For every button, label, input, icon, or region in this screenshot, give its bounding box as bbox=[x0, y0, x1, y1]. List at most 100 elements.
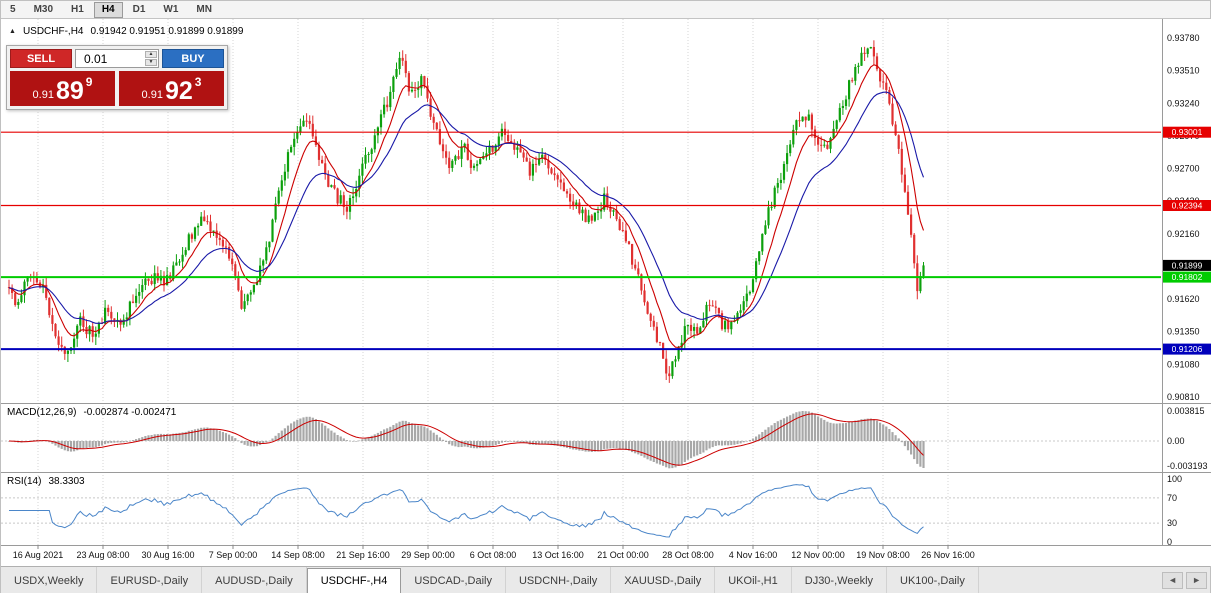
chart-area: 0.937800.935100.932400.929700.927000.924… bbox=[1, 19, 1211, 566]
time-axis-label: 14 Sep 08:00 bbox=[271, 550, 325, 560]
macd-indicator-label: MACD(12,26,9) -0.002874 -0.002471 bbox=[7, 407, 176, 418]
tabs-scroll-right-icon[interactable]: ► bbox=[1186, 572, 1207, 589]
symbol-tab-DJ30-Weekly[interactable]: DJ30-,Weekly bbox=[791, 567, 888, 593]
time-axis-label: 21 Sep 16:00 bbox=[336, 550, 390, 560]
macd-axis-label: 0.003815 bbox=[1167, 406, 1205, 416]
timeframe-button-H4[interactable]: H4 bbox=[93, 1, 123, 18]
macd-values: -0.002874 -0.002471 bbox=[83, 407, 177, 418]
macd-name: MACD(12,26,9) bbox=[7, 407, 77, 418]
rsi-axis-label: 100 bbox=[1167, 474, 1182, 484]
grid-layer bbox=[37, 19, 949, 545]
time-axis-label: 29 Sep 00:00 bbox=[401, 550, 455, 560]
timeframe-toolbar: 5 M30 H1 H4 D1 W1 MN bbox=[1, 1, 1210, 19]
buy-price-pip-digit: 3 bbox=[194, 75, 202, 89]
sell-price-big-digits: 89 bbox=[55, 77, 84, 105]
svg-text:0.93001: 0.93001 bbox=[1172, 127, 1203, 137]
sell-price-prefix: 0.91 bbox=[32, 89, 54, 101]
timeframe-button-MN[interactable]: MN bbox=[196, 3, 212, 15]
timeframe-button-5[interactable]: 5 bbox=[10, 3, 16, 15]
time-axis-label: 4 Nov 16:00 bbox=[729, 550, 778, 560]
collapse-chart-icon[interactable]: ▲ bbox=[9, 28, 16, 35]
macd-axis-label: -0.003193 bbox=[1167, 461, 1208, 471]
symbol-tab-UK100-Daily[interactable]: UK100-,Daily bbox=[887, 567, 979, 593]
buy-price-big-digits: 92 bbox=[164, 77, 193, 105]
tabs-scroll-arrows: ◄ ► bbox=[1162, 567, 1207, 593]
time-axis-label: 23 Aug 08:00 bbox=[76, 550, 129, 560]
symbol-tabs: USDX,Weekly EURUSD-,Daily AUDUSD-,Daily USD… bbox=[1, 567, 979, 593]
price-axis-label: 0.91620 bbox=[1167, 294, 1200, 304]
svg-text:0.92394: 0.92394 bbox=[1172, 201, 1203, 211]
hline-price-tag-0.91206 bbox=[1163, 343, 1211, 355]
buy-button[interactable]: BUY bbox=[162, 49, 224, 68]
volume-increase-icon[interactable]: ▲ bbox=[145, 51, 157, 58]
time-axis-label: 16 Aug 2021 bbox=[13, 550, 64, 560]
hline-price-tag-0.93001 bbox=[1163, 126, 1211, 138]
candles-layer bbox=[7, 40, 925, 383]
buy-price-button[interactable]: 0.91 92 3 bbox=[119, 71, 224, 106]
price-axis-label: 0.90810 bbox=[1167, 392, 1200, 402]
price-axis-label: 0.92700 bbox=[1167, 164, 1200, 174]
symbol-tab-USDCNH-Daily[interactable]: USDCNH-,Daily bbox=[505, 567, 612, 593]
rsi-axis-label: 70 bbox=[1167, 493, 1177, 503]
volume-value: 0.01 bbox=[84, 51, 108, 66]
time-axis-label: 12 Nov 00:00 bbox=[791, 550, 845, 560]
buy-price-prefix: 0.91 bbox=[141, 89, 163, 101]
symbol-tabs-bar: USDX,Weekly EURUSD-,Daily AUDUSD-,Daily USD… bbox=[1, 566, 1210, 593]
svg-text:0.91206: 0.91206 bbox=[1172, 344, 1203, 354]
price-axis-label: 0.93780 bbox=[1167, 33, 1200, 43]
symbol-tab-USDCAD-Daily[interactable]: USDCAD-,Daily bbox=[401, 567, 506, 593]
axes-layer: 0.937800.935100.932400.929700.927000.924… bbox=[1, 19, 1211, 560]
symbol-tab-XAUUSD-Daily[interactable]: XAUUSD-,Daily bbox=[611, 567, 716, 593]
rsi-axis-label: 30 bbox=[1167, 518, 1177, 528]
time-axis-label: 6 Oct 08:00 bbox=[470, 550, 517, 560]
symbol-tab-AUDUSD-Daily[interactable]: AUDUSD-,Daily bbox=[202, 567, 307, 593]
symbol-tab-USDX-Weekly[interactable]: USDX,Weekly bbox=[1, 567, 98, 593]
volume-spinner: ▲ ▼ bbox=[145, 51, 157, 66]
timeframe-button-M30[interactable]: M30 bbox=[33, 3, 54, 15]
svg-text:0.91899: 0.91899 bbox=[1172, 260, 1203, 270]
horizontal-lines-layer[interactable] bbox=[1, 131, 1161, 351]
time-axis-label: 28 Oct 08:00 bbox=[662, 550, 714, 560]
time-axis-label: 30 Aug 16:00 bbox=[141, 550, 194, 560]
sell-button[interactable]: SELL bbox=[10, 49, 72, 68]
macd-axis-label: 0.00 bbox=[1167, 436, 1185, 446]
price-chart-canvas[interactable]: 0.937800.935100.932400.929700.927000.924… bbox=[1, 19, 1211, 566]
time-axis-label: 13 Oct 16:00 bbox=[532, 550, 584, 560]
time-axis-label: 7 Sep 00:00 bbox=[209, 550, 258, 560]
timeframe-button-W1[interactable]: W1 bbox=[163, 3, 179, 15]
hline-price-tag-0.92394 bbox=[1163, 200, 1211, 211]
chart-ohlc-title: ▲ USDCHF-,H4 0.91942 0.91951 0.91899 0.9… bbox=[9, 26, 243, 37]
rsi-value: 38.3303 bbox=[48, 476, 85, 487]
time-axis-label: 21 Oct 00:00 bbox=[597, 550, 649, 560]
price-axis-label: 0.91350 bbox=[1167, 327, 1200, 337]
hline-price-tag-0.91802 bbox=[1163, 271, 1211, 283]
rsi-name: RSI(14) bbox=[7, 476, 42, 487]
price-axis-label: 0.93510 bbox=[1167, 66, 1200, 76]
chart-ohlc-values: 0.91942 0.91951 0.91899 0.91899 bbox=[90, 26, 244, 37]
price-axis-label: 0.92160 bbox=[1167, 229, 1200, 239]
timeframe-button-D1[interactable]: D1 bbox=[132, 3, 146, 15]
time-axis-label: 26 Nov 16:00 bbox=[921, 550, 975, 560]
svg-text:0.91802: 0.91802 bbox=[1172, 272, 1203, 282]
time-axis-label: 19 Nov 08:00 bbox=[856, 550, 910, 560]
price-axis-label: 0.91080 bbox=[1167, 359, 1200, 369]
sell-price-pip-digit: 9 bbox=[85, 75, 93, 89]
chart-symbol-label: USDCHF-,H4 bbox=[22, 26, 84, 37]
current-price-tag bbox=[1163, 259, 1211, 271]
macd-indicator-layer bbox=[1, 411, 1161, 469]
sell-price-button[interactable]: 0.91 89 9 bbox=[10, 71, 115, 106]
moving-averages-layer bbox=[8, 64, 925, 348]
price-axis-label: 0.93240 bbox=[1167, 98, 1200, 108]
symbol-tab-USDCHF-H4[interactable]: USDCHF-,H4 bbox=[306, 568, 402, 593]
symbol-tab-UKOil-H1[interactable]: UKOil-,H1 bbox=[715, 567, 792, 593]
volume-decrease-icon[interactable]: ▼ bbox=[145, 59, 157, 66]
timeframe-button-H1[interactable]: H1 bbox=[71, 3, 84, 15]
rsi-indicator-label: RSI(14) 38.3303 bbox=[7, 476, 85, 487]
rsi-indicator-layer bbox=[1, 484, 1161, 538]
symbol-tab-EURUSD-Daily[interactable]: EURUSD-,Daily bbox=[97, 567, 203, 593]
volume-input[interactable]: 0.01 ▲ ▼ bbox=[75, 49, 159, 68]
rsi-axis-label: 0 bbox=[1167, 537, 1172, 547]
one-click-trading-widget: SELL 0.01 ▲ ▼ BUY 0.91 89 9 0.91 bbox=[6, 45, 228, 110]
tabs-scroll-left-icon[interactable]: ◄ bbox=[1162, 572, 1184, 589]
